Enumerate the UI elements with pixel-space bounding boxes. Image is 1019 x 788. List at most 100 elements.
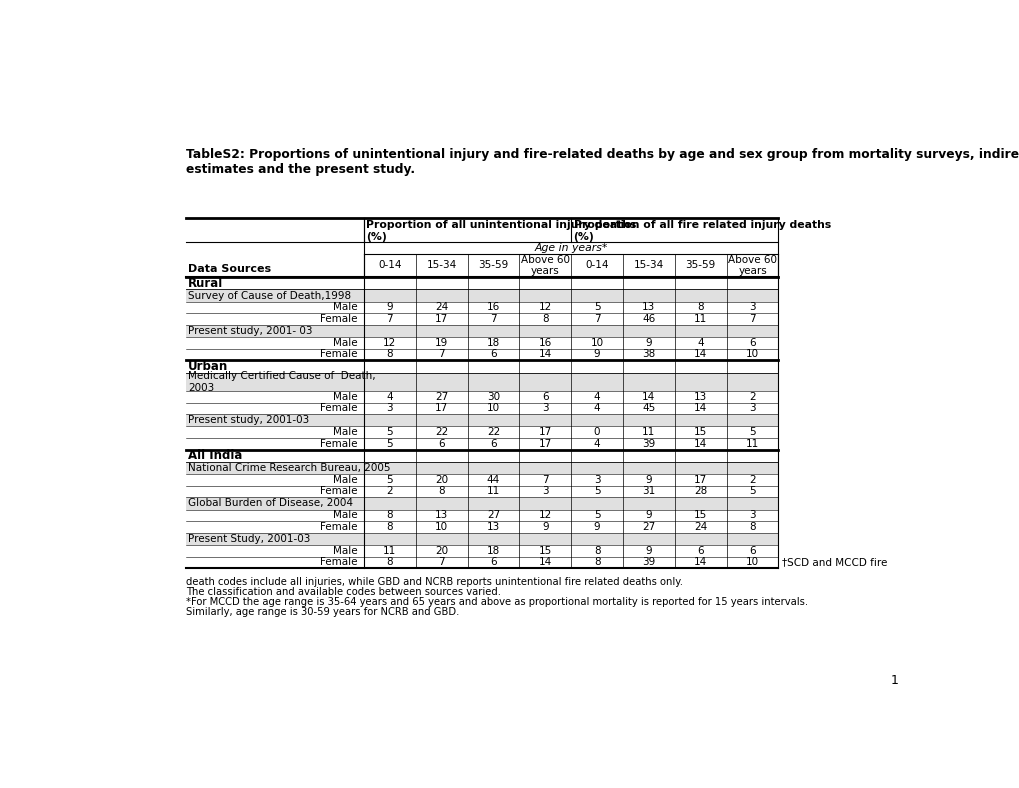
Text: 11: 11 xyxy=(383,546,396,556)
Text: 8: 8 xyxy=(386,522,392,532)
Text: 31: 31 xyxy=(642,486,655,496)
Text: 39: 39 xyxy=(642,439,655,448)
Text: 5: 5 xyxy=(386,427,392,437)
Text: Female: Female xyxy=(320,522,358,532)
Text: Medically Certified Cause of  Death,
2003: Medically Certified Cause of Death, 2003 xyxy=(187,371,375,392)
Bar xyxy=(185,533,777,545)
Text: Proportion of all fire related injury deaths
(%): Proportion of all fire related injury de… xyxy=(573,220,829,242)
Text: 9: 9 xyxy=(386,303,392,313)
Text: 4: 4 xyxy=(697,338,703,348)
Text: Rural: Rural xyxy=(187,277,223,290)
Text: Male: Male xyxy=(333,303,358,313)
Text: 16: 16 xyxy=(538,338,551,348)
Text: 4: 4 xyxy=(593,403,600,414)
Text: 14: 14 xyxy=(642,392,655,402)
Text: 44: 44 xyxy=(486,475,499,485)
Text: *For MCCD the age range is 35-64 years and 65 years and above as proportional mo: *For MCCD the age range is 35-64 years a… xyxy=(185,597,807,608)
Text: 7: 7 xyxy=(541,475,548,485)
Text: 22: 22 xyxy=(486,427,499,437)
Text: Present study, 2001-03: Present study, 2001-03 xyxy=(187,415,309,426)
Text: 14: 14 xyxy=(694,557,707,567)
Text: Female: Female xyxy=(320,403,358,414)
Text: 14: 14 xyxy=(694,439,707,448)
Text: †SCD and MCCD fire: †SCD and MCCD fire xyxy=(782,557,887,567)
Text: 6: 6 xyxy=(749,338,755,348)
Text: 5: 5 xyxy=(386,475,392,485)
Text: Age in years*: Age in years* xyxy=(534,243,607,253)
Text: Similarly, age range is 30-59 years for NCRB and GBD.: Similarly, age range is 30-59 years for … xyxy=(185,608,459,617)
Text: 0-14: 0-14 xyxy=(585,261,608,270)
Text: 11: 11 xyxy=(694,314,707,324)
Text: 13: 13 xyxy=(486,522,499,532)
Text: Female: Female xyxy=(320,349,358,359)
Text: 12: 12 xyxy=(538,303,551,313)
Bar xyxy=(185,497,777,510)
Text: 15-34: 15-34 xyxy=(633,261,663,270)
Text: 9: 9 xyxy=(593,349,600,359)
Text: Female: Female xyxy=(320,439,358,448)
Text: 3: 3 xyxy=(541,486,548,496)
Text: 6: 6 xyxy=(490,557,496,567)
Text: 46: 46 xyxy=(642,314,655,324)
Text: 10: 10 xyxy=(435,522,447,532)
Text: 3: 3 xyxy=(593,475,600,485)
Text: 1: 1 xyxy=(890,675,898,687)
Text: 3: 3 xyxy=(386,403,392,414)
Text: Present Study, 2001-03: Present Study, 2001-03 xyxy=(187,533,310,544)
Text: 18: 18 xyxy=(486,546,499,556)
Text: 8: 8 xyxy=(749,522,755,532)
Text: 17: 17 xyxy=(434,314,447,324)
Text: Female: Female xyxy=(320,557,358,567)
Text: Male: Male xyxy=(333,511,358,520)
Text: 8: 8 xyxy=(593,557,600,567)
Bar xyxy=(185,414,777,426)
Text: Male: Male xyxy=(333,546,358,556)
Text: 4: 4 xyxy=(593,392,600,402)
Text: 7: 7 xyxy=(593,314,600,324)
Text: 20: 20 xyxy=(435,546,447,556)
Text: 2: 2 xyxy=(386,486,392,496)
Text: 7: 7 xyxy=(749,314,755,324)
Text: 14: 14 xyxy=(538,349,551,359)
Text: 10: 10 xyxy=(745,349,758,359)
Text: 35-59: 35-59 xyxy=(685,261,715,270)
Text: 6: 6 xyxy=(697,546,703,556)
Text: 11: 11 xyxy=(745,439,758,448)
Text: 10: 10 xyxy=(486,403,499,414)
Text: 14: 14 xyxy=(538,557,551,567)
Text: 27: 27 xyxy=(434,392,447,402)
Text: 5: 5 xyxy=(593,303,600,313)
Text: 13: 13 xyxy=(434,511,447,520)
Text: Female: Female xyxy=(320,314,358,324)
Text: 15: 15 xyxy=(538,546,551,556)
Text: Male: Male xyxy=(333,427,358,437)
Text: 10: 10 xyxy=(590,338,603,348)
Text: 8: 8 xyxy=(386,557,392,567)
Text: 6: 6 xyxy=(438,439,444,448)
Text: 0-14: 0-14 xyxy=(378,261,401,270)
Text: 11: 11 xyxy=(642,427,655,437)
Text: 7: 7 xyxy=(386,314,392,324)
Text: Present study, 2001- 03: Present study, 2001- 03 xyxy=(187,326,312,336)
Text: 6: 6 xyxy=(490,439,496,448)
Text: 14: 14 xyxy=(694,403,707,414)
Text: Male: Male xyxy=(333,338,358,348)
Text: 38: 38 xyxy=(642,349,655,359)
Text: 17: 17 xyxy=(538,427,551,437)
Text: 35-59: 35-59 xyxy=(478,261,508,270)
Text: 27: 27 xyxy=(642,522,655,532)
Bar xyxy=(185,462,777,474)
Text: 14: 14 xyxy=(694,349,707,359)
Text: 16: 16 xyxy=(486,303,499,313)
Text: 2: 2 xyxy=(749,475,755,485)
Text: 3: 3 xyxy=(541,403,548,414)
Text: 18: 18 xyxy=(486,338,499,348)
Text: 8: 8 xyxy=(541,314,548,324)
Text: 9: 9 xyxy=(645,546,651,556)
Text: 22: 22 xyxy=(434,427,447,437)
Text: 11: 11 xyxy=(486,486,499,496)
Bar xyxy=(185,373,777,391)
Text: 2: 2 xyxy=(749,392,755,402)
Text: 9: 9 xyxy=(541,522,548,532)
Text: 17: 17 xyxy=(694,475,707,485)
